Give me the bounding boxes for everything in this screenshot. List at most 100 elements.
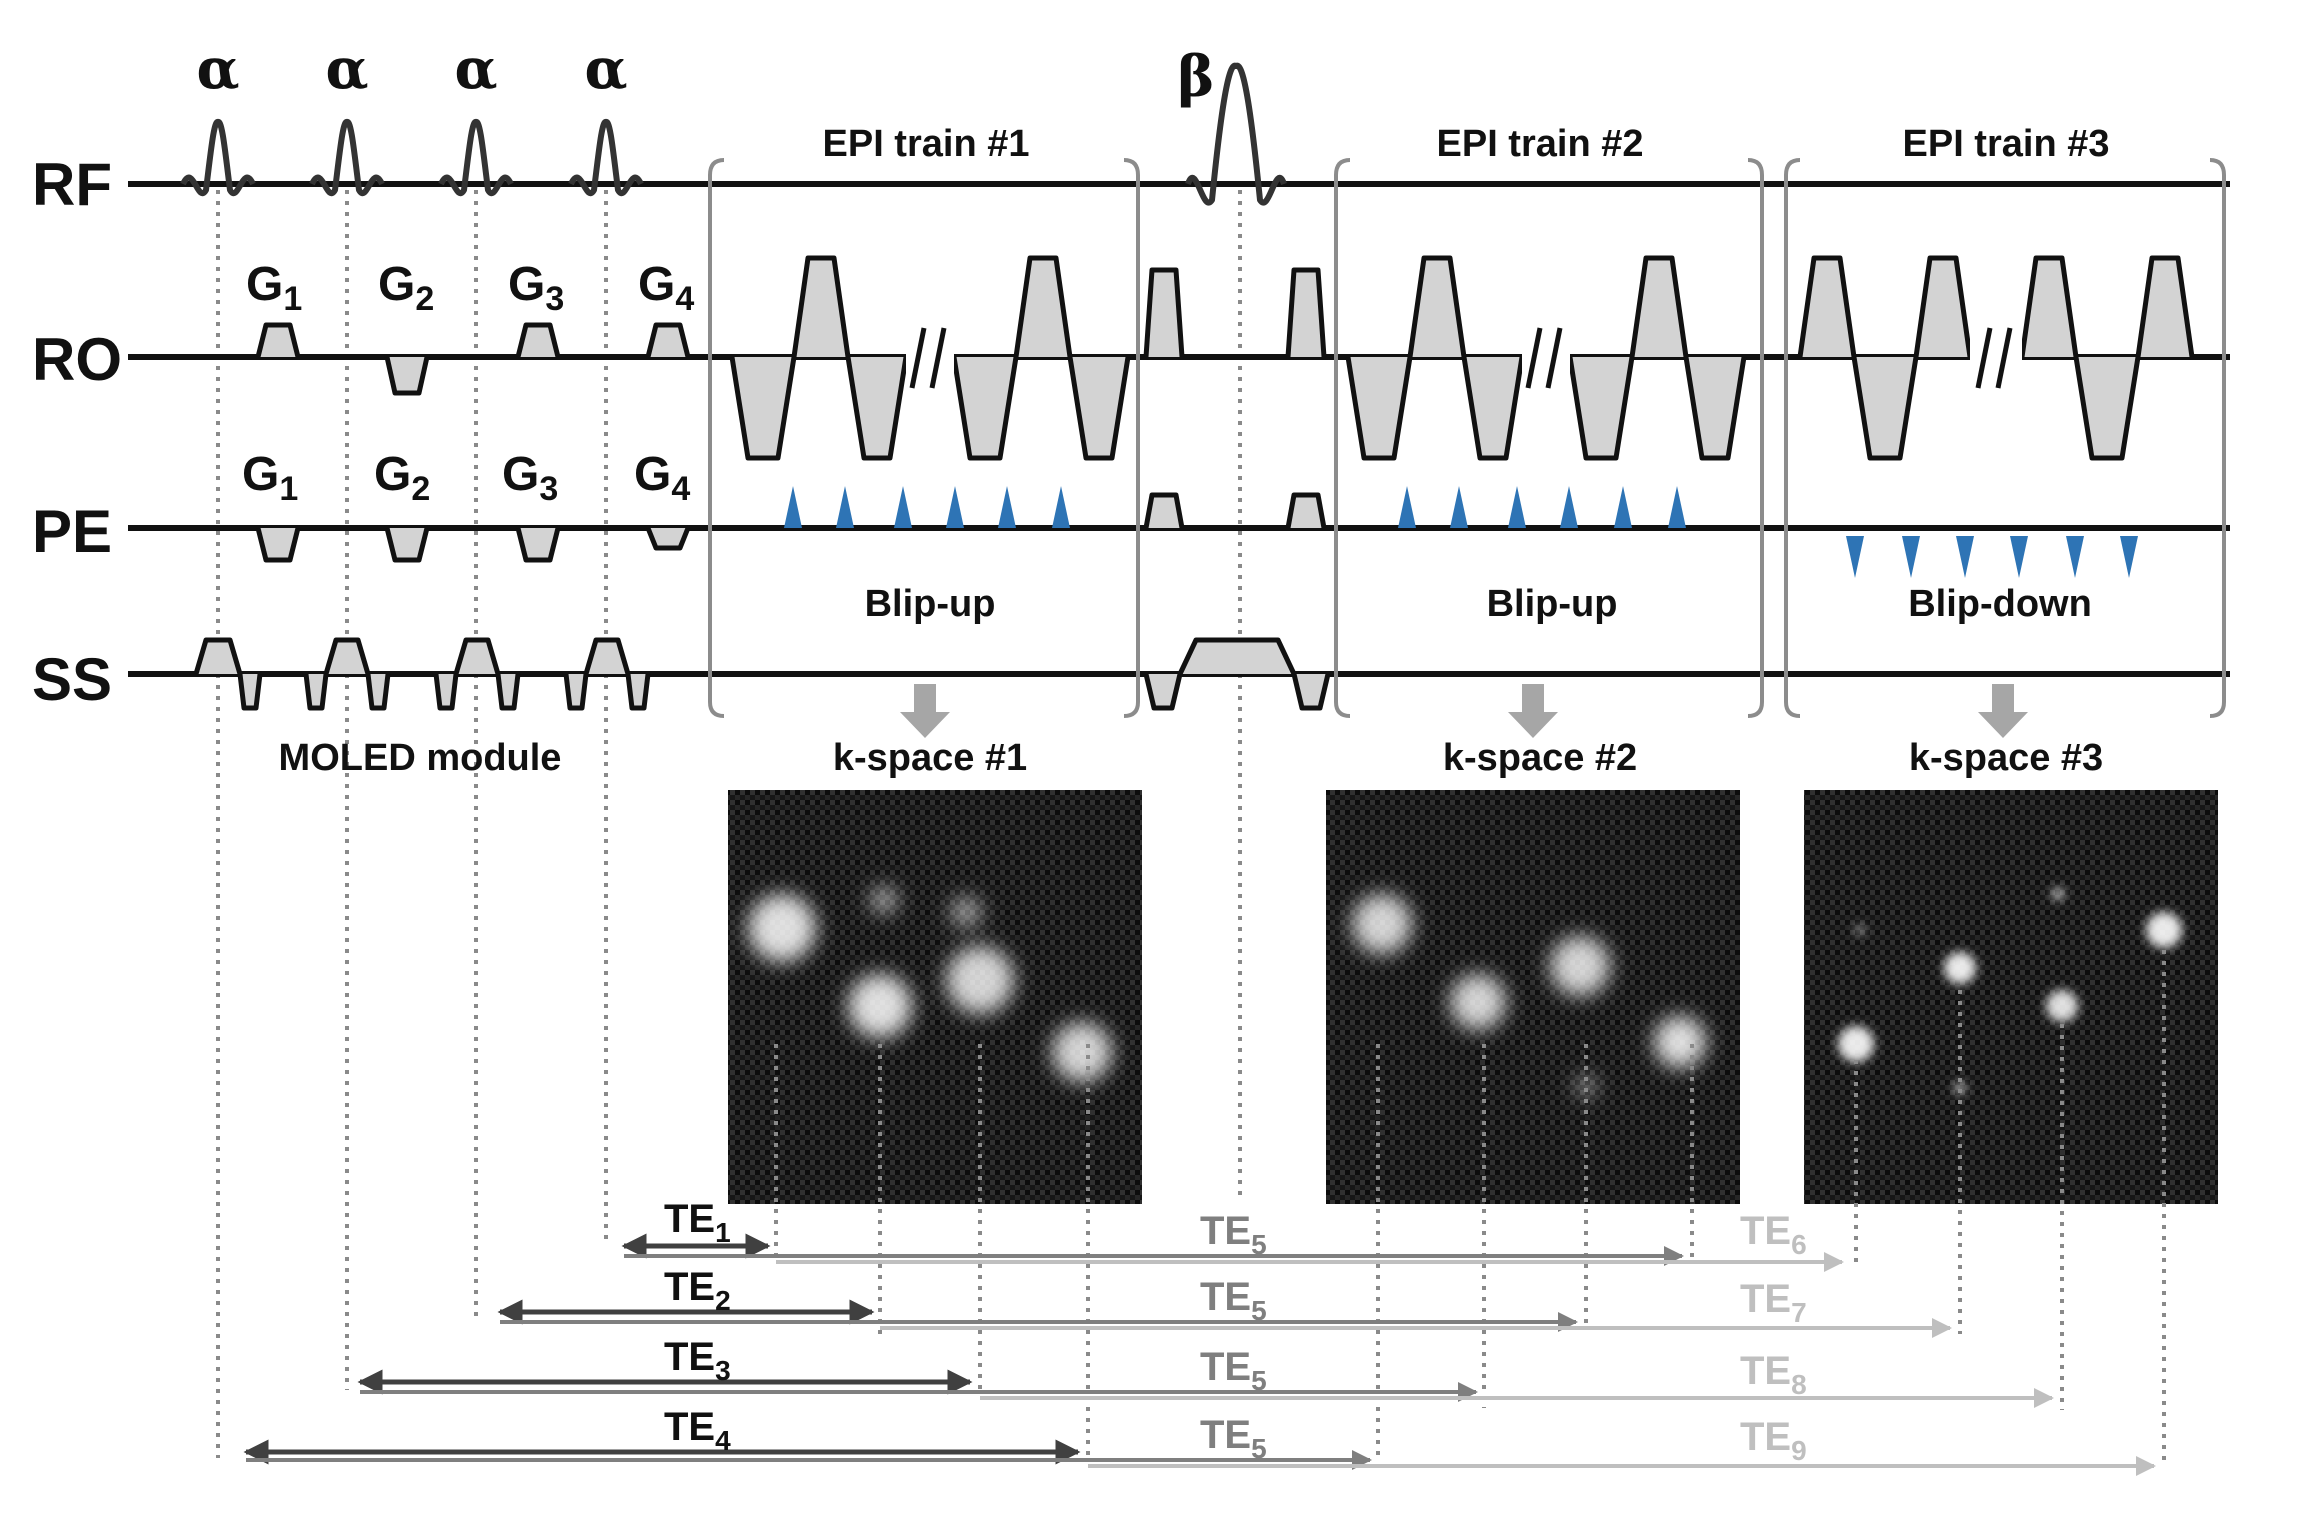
te7-label: TE: [1740, 1277, 1791, 1321]
te8-label: TE: [1740, 1349, 1791, 1393]
moled-module-label: MOLED module: [279, 737, 562, 779]
te1-label: TE: [664, 1197, 715, 1241]
epi-train-3-ro: [1797, 255, 2195, 461]
te3-label: TE: [664, 1335, 715, 1379]
te5-sub-4: 5: [1251, 1433, 1267, 1464]
epi-train-3-blip: Blip-down: [1908, 583, 2092, 625]
te1-sub: 1: [715, 1217, 731, 1248]
g3-ro-sub: 3: [545, 280, 564, 318]
alpha-label-3: α: [454, 36, 497, 102]
epi-train-1-title: EPI train #1: [823, 123, 1030, 165]
svg-text:G1: G1: [246, 258, 302, 318]
moled-gradients: [193, 322, 691, 711]
epi-train-2-blip: Blip-up: [1487, 583, 1618, 625]
pe-gradient-labels: G1 G2 G3 G4: [242, 448, 690, 508]
alpha-pulse-3: [438, 118, 514, 197]
svg-text:G2: G2: [378, 258, 434, 318]
epi-train-1-ro: [729, 255, 1131, 461]
svg-text:TE7: TE7: [1740, 1277, 1807, 1328]
g2-pe-sub: 2: [411, 470, 430, 508]
svg-text:TE8: TE8: [1740, 1349, 1807, 1400]
kspace-image-1: [728, 790, 1142, 1204]
epi-train-2-title: EPI train #2: [1437, 123, 1644, 165]
te4-sub: 4: [715, 1425, 731, 1456]
rf-pulses: [180, 62, 1287, 206]
svg-text:G1: G1: [242, 448, 298, 508]
svg-text:G3: G3: [502, 448, 558, 508]
svg-text:TE6: TE6: [1740, 1209, 1807, 1260]
g4-ro-sub: 4: [675, 280, 694, 318]
svg-text:TE4: TE4: [664, 1405, 731, 1456]
g3-pe-sub: 3: [539, 470, 558, 508]
svg-text:TE2: TE2: [664, 1265, 731, 1316]
epi-brackets: [708, 158, 2226, 718]
kspace-3-label: k-space #3: [1909, 737, 2103, 779]
channel-label-rf: RF: [32, 151, 112, 218]
g4-ro-label: G: [638, 258, 675, 311]
beta-label: β: [1177, 44, 1214, 110]
svg-text:TE5: TE5: [1200, 1209, 1267, 1260]
te5-label-1: TE: [1200, 1209, 1251, 1253]
svg-text:TE5: TE5: [1200, 1345, 1267, 1396]
break-marks: [906, 327, 2022, 389]
svg-text:TE5: TE5: [1200, 1275, 1267, 1326]
g2-ro-label: G: [378, 258, 415, 311]
te5-sub-2: 5: [1251, 1295, 1267, 1326]
g1-pe-label: G: [242, 448, 279, 501]
down-arrow-1: [900, 684, 950, 738]
kspace-1-label: k-space #1: [833, 737, 1027, 779]
epi-train-1-blip: Blip-up: [865, 583, 996, 625]
channel-label-ro: RO: [32, 326, 122, 393]
svg-text:TE1: TE1: [664, 1197, 731, 1248]
down-arrow-3: [1978, 684, 2028, 738]
alpha-pulse-2: [309, 118, 385, 197]
svg-text:TE9: TE9: [1740, 1415, 1807, 1466]
kspace-image-2: [1326, 790, 1740, 1204]
te6-sub: 6: [1791, 1229, 1807, 1260]
pe-blips: [784, 486, 2138, 578]
svg-text:TE5: TE5: [1200, 1413, 1267, 1464]
g1-ro-sub: 1: [283, 280, 302, 318]
svg-text:G4: G4: [638, 258, 694, 318]
svg-text:G4: G4: [634, 448, 690, 508]
te-labels: TE1 TE2 TE3 TE4 TE5 TE5 TE5 TE5 TE6 TE7 …: [664, 1197, 1807, 1466]
kspace-dotted-lines: [774, 950, 2166, 1462]
svg-text:G3: G3: [508, 258, 564, 318]
te5-label-2: TE: [1200, 1275, 1251, 1319]
g1-pe-sub: 1: [279, 470, 298, 508]
te5-label-4: TE: [1200, 1413, 1251, 1457]
inter-train-gradients: [1143, 267, 1331, 711]
kspace-image-3: [1804, 790, 2218, 1204]
svg-text:G2: G2: [374, 448, 430, 508]
g1-ro-label: G: [246, 258, 283, 311]
alpha-label-1: α: [196, 36, 239, 102]
g4-pe-sub: 4: [671, 470, 690, 508]
epi-train-2-ro: [1345, 255, 1747, 461]
g3-pe-label: G: [502, 448, 539, 501]
channel-label-ss: SS: [32, 646, 112, 713]
g4-pe-label: G: [634, 448, 671, 501]
g3-ro-label: G: [508, 258, 545, 311]
kspace-arrows: [900, 684, 2028, 738]
te2-sub: 2: [715, 1285, 731, 1316]
kspace-2-label: k-space #2: [1443, 737, 1637, 779]
te5-label-3: TE: [1200, 1345, 1251, 1389]
te3-sub: 3: [715, 1355, 731, 1386]
te7-sub: 7: [1791, 1297, 1807, 1328]
down-arrow-2: [1508, 684, 1558, 738]
g2-ro-sub: 2: [415, 280, 434, 318]
te4-label: TE: [664, 1405, 715, 1449]
te2-label: TE: [664, 1265, 715, 1309]
te6-label: TE: [1740, 1209, 1791, 1253]
te5-sub-3: 5: [1251, 1365, 1267, 1396]
alpha-label-4: α: [584, 36, 627, 102]
channel-label-pe: PE: [32, 498, 112, 565]
te5-sub-1: 5: [1251, 1229, 1267, 1260]
svg-text:TE3: TE3: [664, 1335, 731, 1386]
te9-label: TE: [1740, 1415, 1791, 1459]
te-arrows: [243, 1233, 2156, 1476]
te9-sub: 9: [1791, 1435, 1807, 1466]
ro-gradient-labels: G1 G2 G3 G4: [246, 258, 694, 318]
alpha-pulse-4: [568, 118, 644, 197]
alpha-label-2: α: [325, 36, 368, 102]
